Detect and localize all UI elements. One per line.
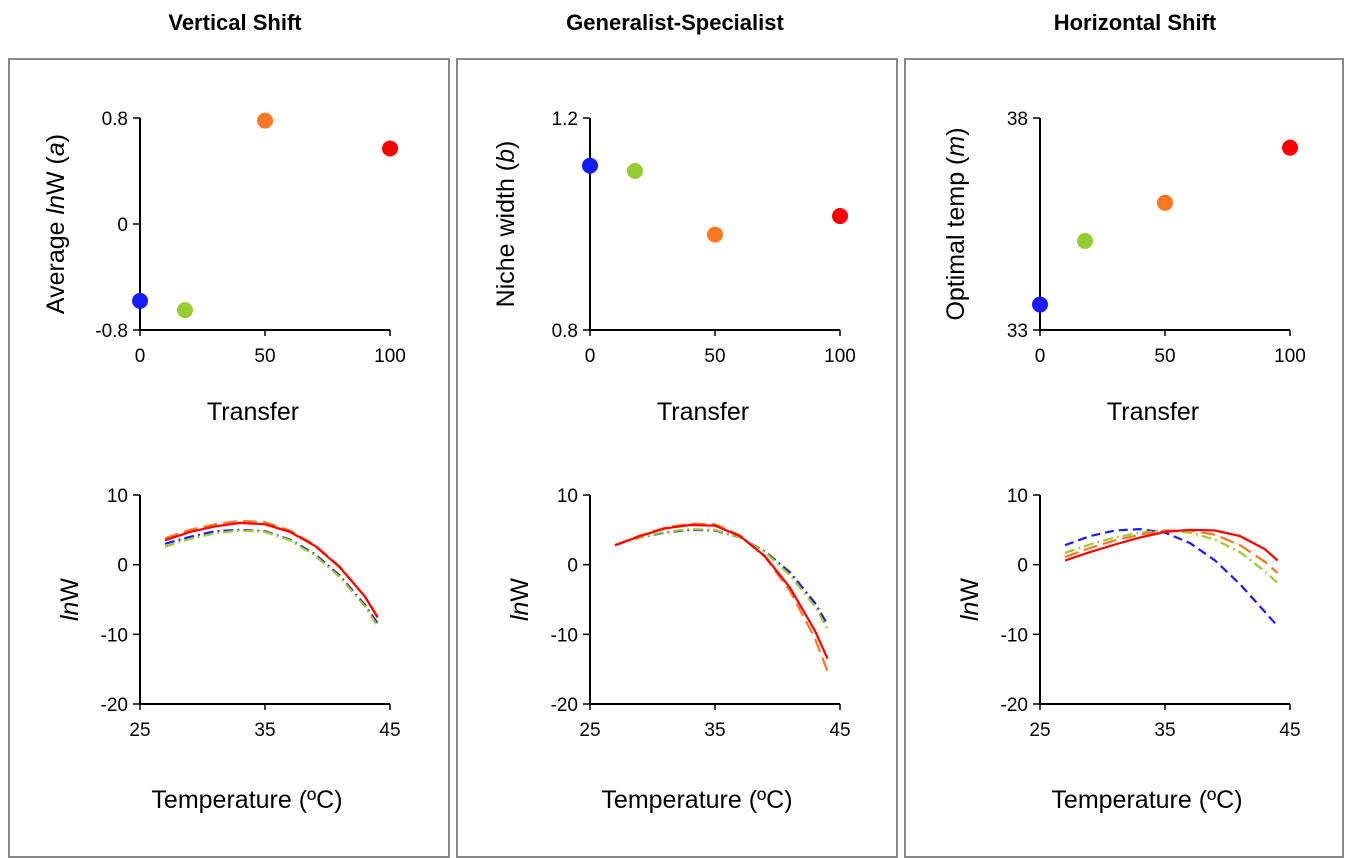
- x-axis-label: Temperature (ºC): [151, 786, 342, 814]
- y-axis-label: Optimal temp (m): [942, 127, 970, 320]
- y-axis-label-part: W: [956, 578, 984, 602]
- data-point-red: [832, 208, 848, 225]
- y-tick-label: 10: [557, 486, 578, 507]
- x-tick-label: 50: [254, 346, 275, 367]
- series-line-blue: [614, 528, 829, 626]
- y-tick-label: 33: [1007, 321, 1028, 342]
- x-tick-label: 45: [829, 720, 850, 741]
- y-tick-label: 0: [117, 215, 128, 236]
- y-axis-label-part: ): [942, 127, 970, 135]
- x-tick-label: 100: [824, 346, 856, 367]
- y-tick-label: 0: [567, 556, 578, 577]
- y-axis-label: lnW: [956, 578, 984, 621]
- y-axis-label-part: ln: [56, 602, 84, 621]
- y-axis-label-part: b: [492, 149, 520, 163]
- y-axis-label: lnW: [56, 578, 84, 621]
- scatter-chart-3: 33 38 0 50 100 Transfer Optimal temp (m): [942, 109, 1306, 426]
- x-tick-label: 35: [254, 720, 275, 741]
- y-axis-label: Average lnW (a): [42, 134, 70, 314]
- y-tick-label: -10: [551, 625, 578, 646]
- series-line-red: [614, 523, 829, 660]
- x-tick-label: 25: [129, 720, 150, 741]
- x-tick-label: 35: [1154, 720, 1175, 741]
- x-tick-label: 35: [704, 720, 725, 741]
- series-line-green: [164, 529, 379, 627]
- data-point-orange: [707, 226, 723, 243]
- data-point-red: [1282, 139, 1298, 156]
- data-point-red: [382, 140, 398, 157]
- y-tick-label: 0.8: [552, 321, 578, 342]
- y-axis-label-part: m: [942, 136, 970, 157]
- x-axis-label: Transfer: [657, 398, 749, 426]
- x-tick-label: 50: [1154, 346, 1175, 367]
- data-point-orange: [1157, 194, 1173, 211]
- y-tick-label: -20: [1001, 695, 1028, 716]
- x-tick-label: 25: [579, 720, 600, 741]
- x-tick-label: 0: [1035, 346, 1046, 367]
- data-point-blue: [132, 292, 148, 309]
- series-line-red: [164, 521, 379, 619]
- x-tick-label: 0: [135, 346, 146, 367]
- y-tick-label: 10: [1007, 486, 1028, 507]
- y-axis-label-part: W: [506, 578, 534, 602]
- column-title-generalist-specialist: Generalist-Specialist: [566, 10, 784, 35]
- x-tick-label: 45: [379, 720, 400, 741]
- data-point-green: [627, 163, 643, 179]
- x-tick-label: 45: [1279, 720, 1300, 741]
- y-tick-label: -20: [101, 695, 128, 716]
- x-tick-label: 50: [704, 346, 725, 367]
- y-axis-label-part: ): [42, 134, 70, 142]
- y-axis-label-part: ): [492, 141, 520, 149]
- y-axis-label-part: ln: [506, 602, 534, 621]
- y-axis-label-part: ln: [956, 602, 984, 621]
- y-tick-label: -20: [551, 695, 578, 716]
- x-axis-label: Temperature (ºC): [601, 786, 792, 814]
- data-point-orange: [257, 112, 273, 129]
- data-point-blue: [582, 157, 598, 174]
- y-axis-label: Niche width (b): [492, 141, 520, 308]
- x-tick-label: 25: [1029, 720, 1050, 741]
- series-line-blue: [164, 528, 379, 624]
- y-tick-label: -10: [101, 625, 128, 646]
- y-tick-label: 10: [107, 486, 128, 507]
- column-title-vertical-shift: Vertical Shift: [168, 10, 302, 35]
- data-point-green: [177, 302, 193, 319]
- y-axis-label: lnW: [506, 578, 534, 621]
- y-tick-label: -10: [1001, 625, 1028, 646]
- column-title-horizontal-shift: Horizontal Shift: [1053, 10, 1217, 35]
- y-axis-label-part: W (: [42, 155, 70, 195]
- series-line-green: [614, 527, 829, 630]
- y-axis-label-part: Average: [42, 214, 70, 314]
- y-axis-label-part: W: [56, 578, 84, 602]
- series-line-red: [1064, 528, 1279, 562]
- data-point-blue: [1032, 296, 1048, 313]
- x-axis-label: Transfer: [1107, 398, 1199, 426]
- y-tick-label: 0: [117, 556, 128, 577]
- scatter-chart-2: 0.8 1.2 0 50 100 Transfer Niche width (b): [492, 109, 856, 426]
- x-tick-label: 0: [585, 346, 596, 367]
- x-axis-label: Temperature (ºC): [1051, 786, 1242, 814]
- y-axis-label-part: a: [42, 142, 70, 156]
- data-point-green: [1077, 232, 1093, 249]
- y-tick-label: 0: [1017, 556, 1028, 577]
- series-line-orange: [614, 522, 829, 672]
- y-tick-label: 1.2: [552, 109, 578, 130]
- series-line-orange: [1064, 529, 1279, 574]
- x-tick-label: 100: [1274, 346, 1306, 367]
- y-tick-label: 38: [1007, 109, 1028, 130]
- y-tick-label: -0.8: [95, 321, 128, 342]
- y-axis-label-part: Optimal temp (: [942, 156, 970, 321]
- scatter-chart-1: -0.8 0 0.8 0 50 100 Transfer Average lnW (a): [42, 109, 406, 426]
- y-axis-label-part: ln: [42, 195, 70, 214]
- y-tick-label: 0.8: [102, 109, 128, 130]
- y-axis-label-part: Niche width (: [492, 162, 520, 307]
- x-tick-label: 100: [374, 346, 406, 367]
- series-line-blue: [1064, 527, 1279, 627]
- x-axis-label: Transfer: [207, 398, 299, 426]
